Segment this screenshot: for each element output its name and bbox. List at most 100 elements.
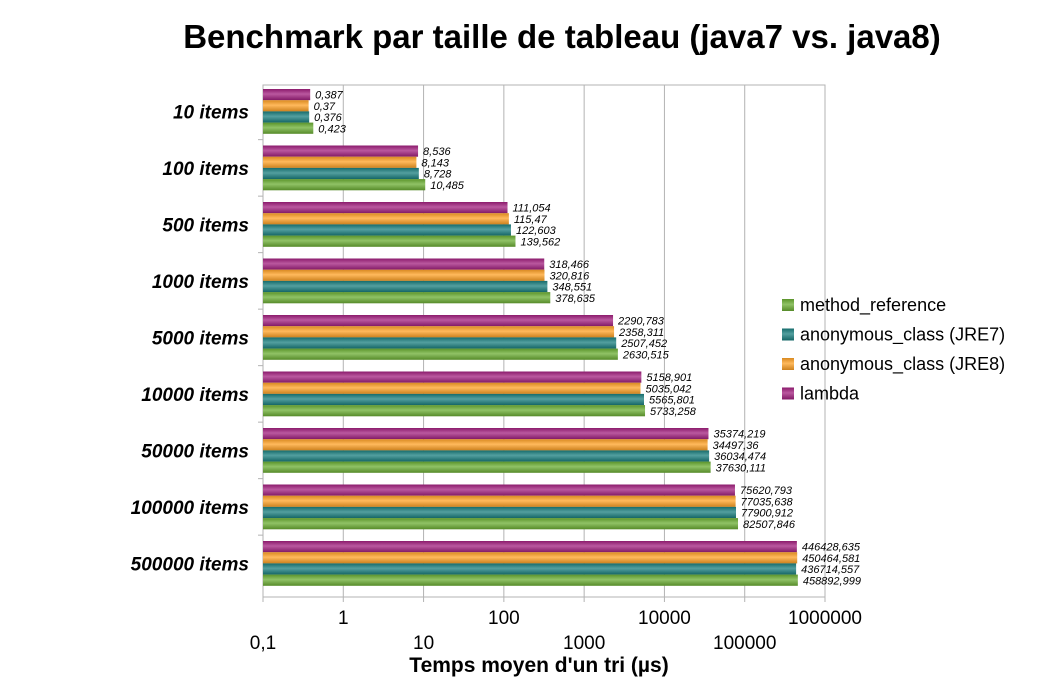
data-label: 446428,635 bbox=[802, 542, 861, 554]
bar bbox=[263, 371, 642, 383]
bar bbox=[263, 213, 509, 225]
data-label: 458892,999 bbox=[803, 575, 861, 587]
x-axis-ticks: 0,1 1 10 100 1000 10000 100000 1000000 bbox=[250, 608, 862, 654]
legend-entry: anonymous_class (JRE7) bbox=[800, 325, 1005, 346]
data-label: 115,47 bbox=[514, 214, 548, 226]
category-label: 100 items bbox=[162, 159, 249, 180]
bar bbox=[263, 563, 797, 575]
data-label: 10,485 bbox=[430, 180, 465, 192]
data-label: 111,054 bbox=[513, 203, 551, 215]
data-label: 2630,515 bbox=[622, 349, 670, 361]
bar bbox=[263, 348, 618, 360]
data-label: 34497,36 bbox=[713, 440, 760, 452]
x-tick-label: 0,1 bbox=[250, 633, 276, 654]
bar bbox=[263, 405, 646, 417]
data-label: 5158,901 bbox=[646, 372, 692, 384]
data-label: 139,562 bbox=[520, 236, 560, 248]
bar bbox=[263, 202, 508, 214]
data-label: 2507,452 bbox=[620, 338, 667, 350]
x-tick-label: 100000 bbox=[713, 633, 776, 654]
bar bbox=[263, 439, 708, 451]
data-label: 0,423 bbox=[318, 123, 346, 135]
data-label: 0,37 bbox=[314, 101, 336, 113]
bar bbox=[263, 484, 735, 496]
bar bbox=[263, 506, 737, 519]
bar bbox=[263, 428, 709, 440]
category-label: 5000 items bbox=[152, 328, 249, 349]
bar bbox=[263, 495, 736, 507]
bar bbox=[263, 224, 511, 236]
legend-swatch bbox=[782, 387, 794, 400]
x-tick-label: 100 bbox=[488, 608, 520, 629]
legend: method_reference anonymous_class (JRE7) an… bbox=[782, 295, 1005, 404]
category-labels: 10 items 100 items 500 items 1000 items 5000… bbox=[131, 102, 249, 575]
bar bbox=[263, 156, 417, 168]
bar bbox=[263, 100, 309, 112]
data-label: 0,387 bbox=[315, 90, 343, 102]
data-label: 77035,638 bbox=[741, 496, 794, 508]
x-tick-label: 1000000 bbox=[788, 608, 862, 629]
data-label: 5733,258 bbox=[650, 406, 697, 418]
data-label: 0,376 bbox=[314, 112, 342, 124]
x-tick-label: 10000 bbox=[638, 608, 691, 629]
data-label: 75620,793 bbox=[740, 485, 793, 497]
data-label: 5035,042 bbox=[646, 383, 692, 395]
data-label: 320,816 bbox=[550, 270, 591, 282]
data-label: 36034,474 bbox=[714, 451, 766, 463]
legend-swatch bbox=[782, 299, 794, 311]
bar bbox=[263, 122, 314, 134]
x-tick-label: 10 bbox=[413, 633, 434, 654]
bar bbox=[263, 258, 545, 270]
bars bbox=[263, 89, 798, 586]
category-label: 1000 items bbox=[152, 272, 249, 293]
data-label: 436714,557 bbox=[801, 564, 860, 576]
bar bbox=[263, 89, 311, 101]
legend-entry: anonymous_class (JRE8) bbox=[800, 354, 1005, 375]
data-label: 122,603 bbox=[516, 225, 557, 237]
data-label: 378,635 bbox=[555, 293, 596, 305]
data-label: 77900,912 bbox=[741, 508, 793, 520]
bar bbox=[263, 145, 419, 157]
data-label: 37630,111 bbox=[716, 462, 766, 474]
bar bbox=[263, 167, 419, 180]
bar bbox=[263, 235, 516, 247]
category-label: 100000 items bbox=[131, 498, 249, 519]
category-label: 10000 items bbox=[141, 385, 249, 406]
data-label: 8,536 bbox=[423, 146, 451, 158]
x-tick-label: 1000 bbox=[563, 633, 605, 654]
chart-title: Benchmark par taille de tableau (java7 v… bbox=[183, 18, 941, 55]
bar bbox=[263, 280, 548, 293]
bar bbox=[263, 269, 545, 281]
x-tick-label: 1 bbox=[338, 608, 349, 629]
bar bbox=[263, 315, 614, 327]
bar bbox=[263, 450, 710, 462]
data-label: 5565,801 bbox=[649, 395, 695, 407]
data-label: 2290,783 bbox=[617, 316, 665, 328]
bar bbox=[263, 292, 551, 304]
legend-swatch bbox=[782, 328, 794, 341]
x-axis-label: Temps moyen d'un tri (µs) bbox=[409, 654, 668, 677]
bar bbox=[263, 326, 615, 338]
bar bbox=[263, 541, 797, 553]
data-label: 450464,581 bbox=[802, 553, 860, 565]
data-label: 35374,219 bbox=[713, 429, 765, 441]
data-label: 82507,846 bbox=[743, 519, 796, 531]
category-label: 50000 items bbox=[141, 441, 249, 462]
bar bbox=[263, 111, 310, 123]
category-label: 10 items bbox=[173, 102, 249, 123]
data-label: 8,143 bbox=[421, 157, 449, 169]
bar bbox=[263, 393, 644, 406]
legend-entry: method_reference bbox=[800, 295, 946, 316]
bar bbox=[263, 574, 798, 586]
legend-swatch bbox=[782, 358, 794, 370]
data-label: 2358,311 bbox=[618, 327, 664, 339]
category-label: 500000 items bbox=[131, 554, 249, 575]
data-label: 318,466 bbox=[549, 259, 590, 271]
bar bbox=[263, 461, 711, 473]
legend-entry: lambda bbox=[800, 384, 860, 404]
bar bbox=[263, 382, 641, 394]
bar bbox=[263, 337, 617, 349]
category-label: 500 items bbox=[162, 215, 249, 236]
bar bbox=[263, 552, 798, 564]
